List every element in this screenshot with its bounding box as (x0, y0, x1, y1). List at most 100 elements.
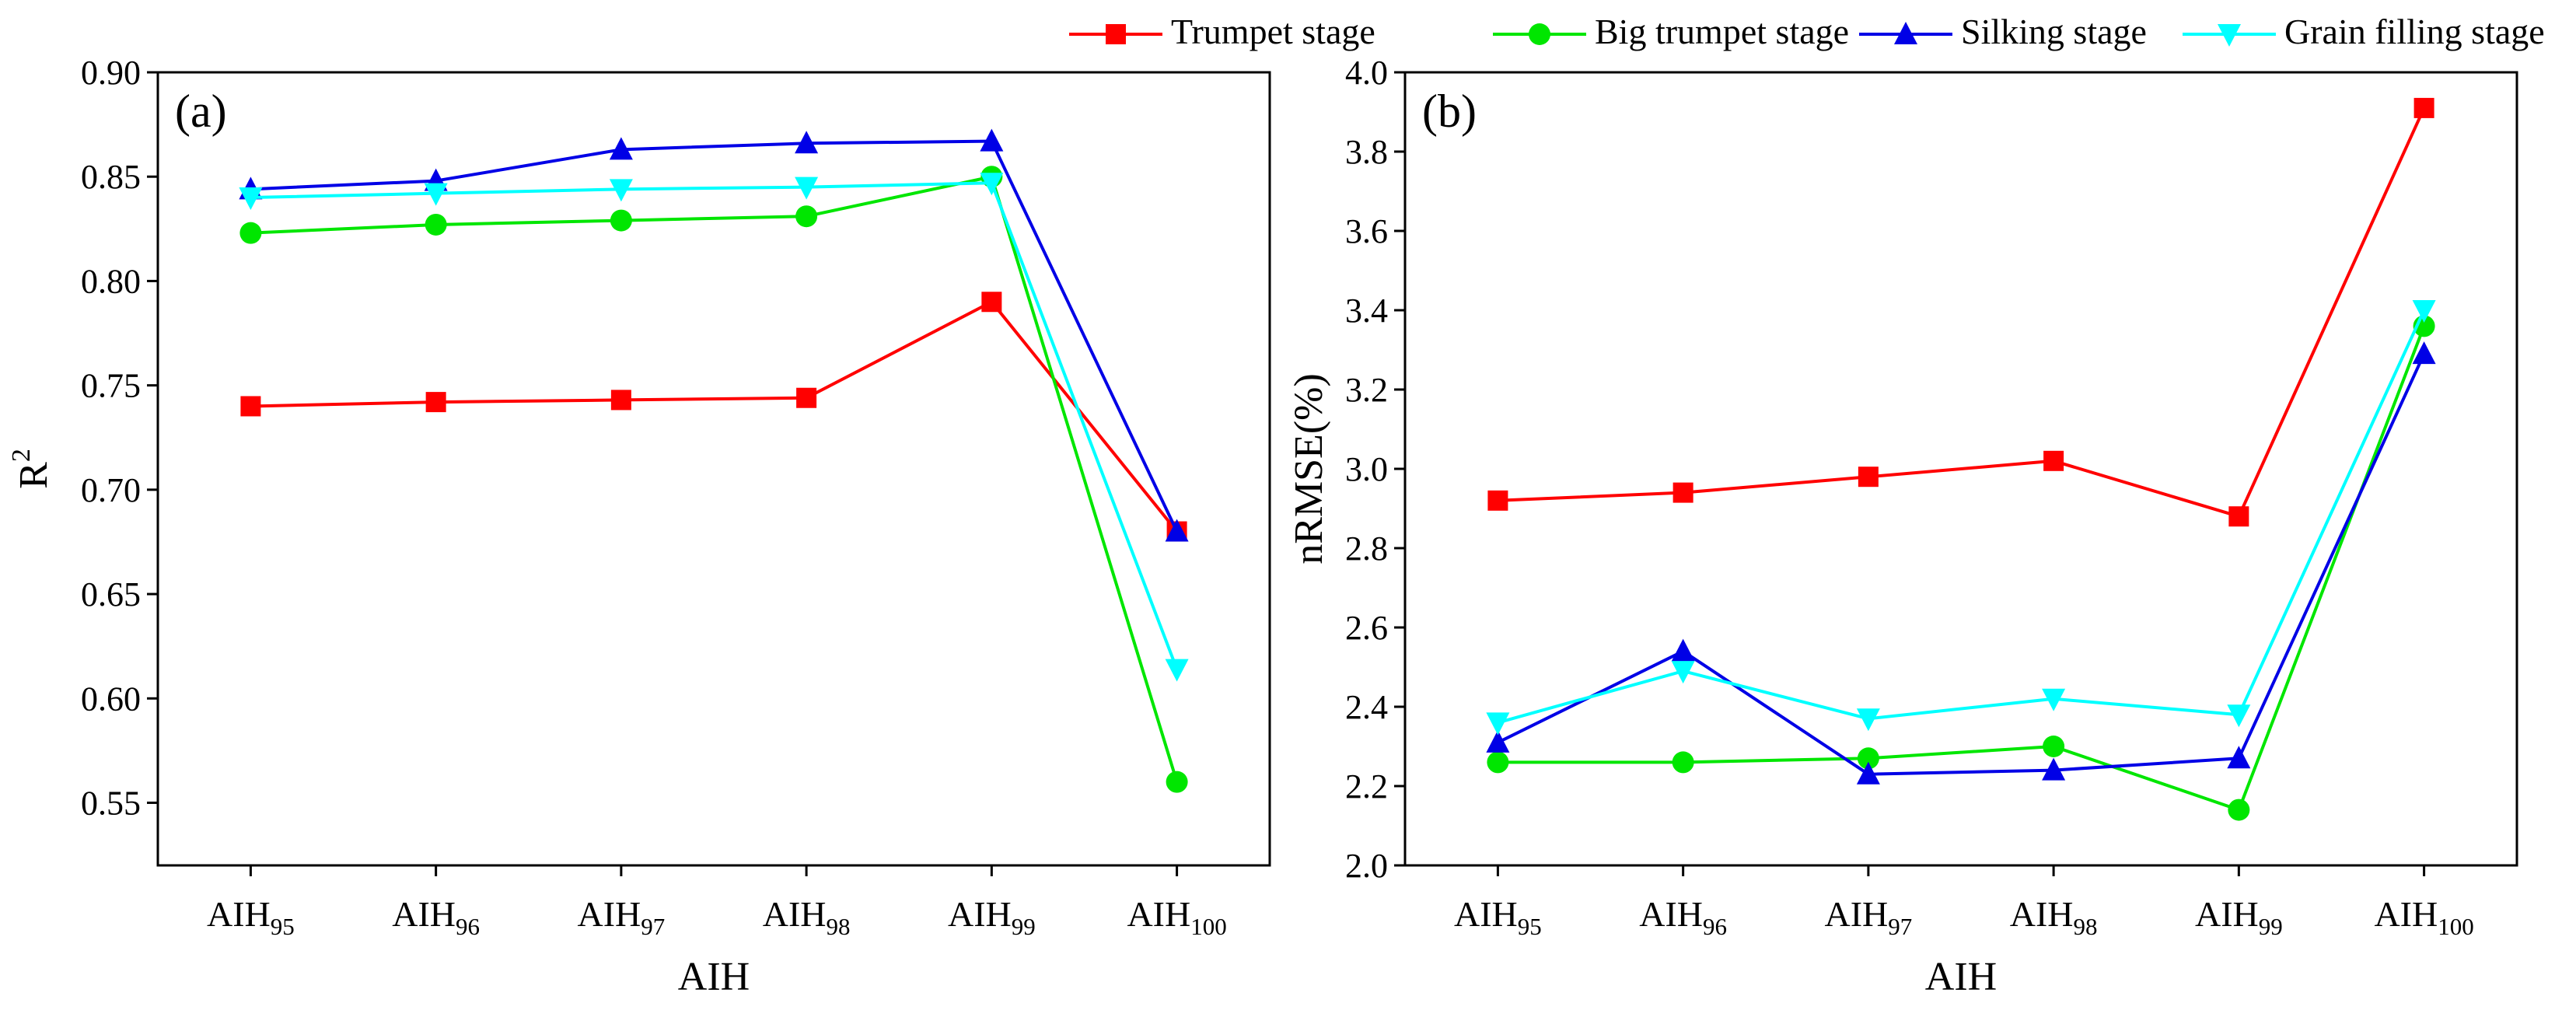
x-axis-label: AIH (678, 955, 750, 999)
x-tick-label: AIH97 (577, 894, 665, 940)
data-point (1487, 490, 1508, 511)
data-point (2043, 450, 2064, 471)
data-point (609, 179, 633, 202)
legend-marker (1106, 24, 1126, 44)
data-point (1166, 771, 1188, 793)
data-point (1856, 708, 1880, 732)
legend-label: Silking stage (1961, 12, 2147, 51)
x-tick-label: AIH96 (1639, 894, 1727, 940)
y-tick-label: 2.6 (1345, 609, 1388, 647)
data-point (239, 187, 263, 211)
series (239, 128, 1189, 542)
data-point (2412, 300, 2436, 323)
data-point (424, 183, 448, 206)
panel-label: (b) (1422, 86, 1477, 137)
legend-label: Grain filling stage (2284, 12, 2545, 51)
series (1486, 341, 2436, 785)
data-point (795, 131, 819, 154)
data-point (1857, 747, 1879, 770)
y-tick-label: 3.8 (1345, 133, 1388, 171)
data-point (795, 176, 819, 200)
y-tick-label: 0.85 (81, 158, 141, 196)
y-tick-label: 0.60 (81, 680, 141, 718)
series-line (250, 175, 1179, 783)
x-axis-label: AIH (1925, 955, 1997, 999)
y-tick-label: 0.75 (81, 367, 141, 405)
data-point (1486, 729, 1510, 753)
data-point (2042, 757, 2066, 781)
x-tick-label: AIH100 (1127, 894, 1226, 940)
y-tick-label: 2.4 (1345, 688, 1388, 726)
y-axis-label: R2 (7, 449, 56, 489)
series (239, 173, 1189, 682)
data-point (425, 392, 446, 413)
legend-marker (1529, 23, 1550, 45)
y-tick-label: 0.70 (81, 471, 141, 509)
panel-b: 2.0 2.2 2.4 2.6 2.8 3.0 3.2 3.4 3.6 3.8 4.0 AIH95 AI… (1287, 54, 2518, 999)
data-point (1486, 712, 1510, 736)
panel-a: 0.55 0.60 0.65 0.70 0.75 0.80 0.85 0.90 AIH95 AIH… (7, 54, 1271, 999)
data-point (980, 128, 1004, 152)
data-point (610, 390, 631, 411)
x-tick-label: AIH98 (763, 894, 851, 940)
panel-label: (a) (175, 86, 227, 137)
data-point (1672, 751, 1694, 774)
data-point (239, 222, 262, 244)
legend-swatch (1493, 23, 1586, 45)
data-point (2228, 799, 2250, 821)
x-tick-label: AIH99 (2195, 894, 2283, 940)
data-point (2228, 506, 2249, 527)
data-point (1672, 482, 1693, 503)
series-line (250, 300, 1179, 533)
data-point (2412, 341, 2436, 365)
series (1487, 315, 2435, 821)
data-point (2227, 746, 2251, 769)
series (1487, 97, 2434, 527)
data-point (1165, 659, 1189, 682)
x-tick-label: AIH99 (948, 894, 1036, 940)
x-tick-label: AIH95 (207, 894, 295, 940)
legend-swatch (1069, 24, 1162, 44)
data-point (609, 137, 633, 160)
y-tick-label: 0.65 (81, 575, 141, 613)
data-point (425, 213, 447, 236)
data-point (980, 173, 1004, 196)
data-point (795, 205, 818, 228)
y-tick-label: 0.80 (81, 262, 141, 300)
x-tick-label: AIH96 (392, 894, 480, 940)
y-tick-label: 2.0 (1345, 847, 1388, 885)
data-point (2227, 704, 2251, 728)
y-tick-label: 3.2 (1345, 371, 1388, 409)
chart-legend: Trumpet stage Big trumpet stage Silking st… (1065, 6, 2566, 68)
y-tick-label: 3.0 (1345, 450, 1388, 488)
series (239, 166, 1188, 793)
series-line (1497, 353, 2426, 776)
y-tick-label: 0.90 (81, 54, 141, 92)
data-point (2413, 97, 2434, 118)
legend-marker (1894, 22, 1917, 44)
data-point (796, 387, 817, 408)
y-tick-label: 3.4 (1345, 292, 1388, 330)
y-tick-label: 4.0 (1345, 54, 1388, 92)
data-point (2042, 688, 2066, 711)
data-point (610, 209, 632, 232)
series-line (1498, 325, 2426, 812)
data-point (1487, 751, 1509, 774)
series-line (250, 139, 1179, 533)
series (1486, 300, 2436, 736)
y-tick-label: 2.8 (1345, 529, 1388, 568)
data-point (2043, 736, 2065, 757)
series-line (1498, 107, 2426, 519)
x-tick-label: AIH100 (2374, 894, 2473, 940)
y-tick-label: 2.2 (1345, 767, 1388, 806)
data-point (1165, 519, 1189, 542)
data-point (981, 292, 1002, 313)
series-line (250, 181, 1179, 670)
data-point (1671, 661, 1695, 684)
y-tick-label: 3.6 (1345, 212, 1388, 250)
x-tick-label: AIH98 (2010, 894, 2098, 940)
data-point (1858, 467, 1879, 488)
legend-marker (2218, 24, 2241, 47)
data-point (1671, 638, 1695, 662)
